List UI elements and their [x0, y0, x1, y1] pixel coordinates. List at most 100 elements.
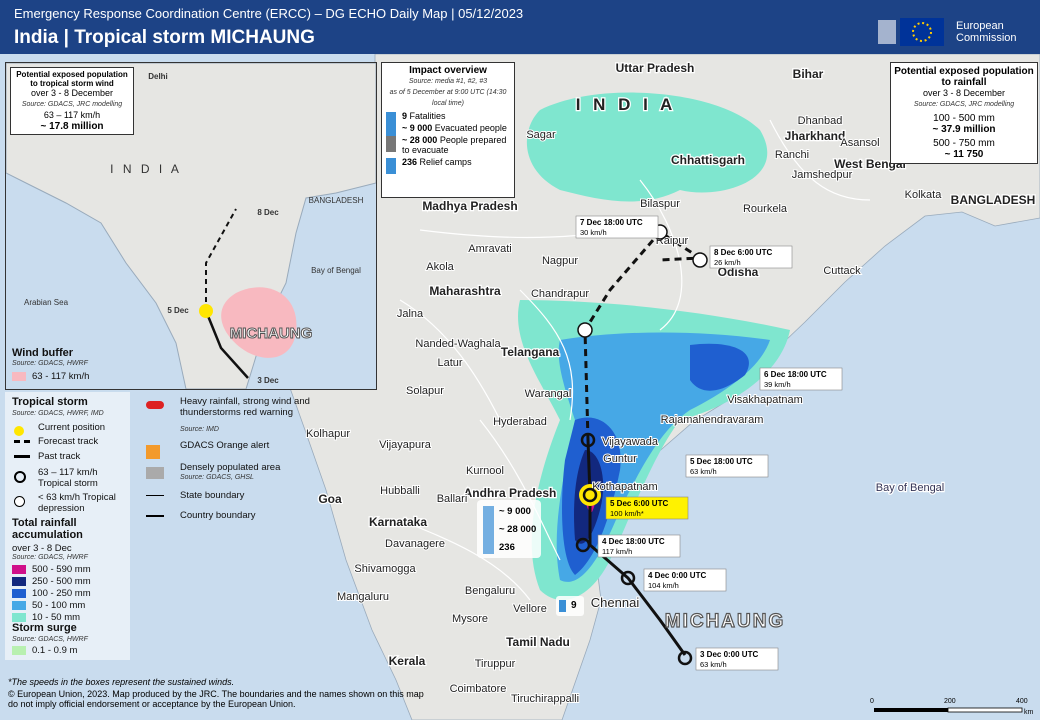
rain-row-range: 100 - 500 mm	[933, 113, 995, 124]
city-label: Shivamogga	[354, 563, 416, 575]
rain-swatch	[12, 577, 26, 586]
region-label: Madhya Pradesh	[422, 199, 517, 213]
rain-box: Potential exposed population to rainfall…	[890, 62, 1038, 164]
footer-credit: © European Union, 2023. Map produced by …	[8, 689, 424, 709]
rain-class: 50 - 100 mm	[32, 600, 86, 611]
city-label: Jalna	[397, 308, 424, 320]
impact-icon	[386, 136, 396, 152]
impact-value: ~ 28 000	[402, 135, 438, 145]
andhra-camps: 236	[499, 542, 515, 553]
inset-land	[6, 63, 376, 389]
region-label: Chhattisgarh	[671, 153, 745, 167]
track-label-speed: 26 km/h	[714, 258, 741, 267]
inset-label: Bay of Bengal	[311, 266, 361, 275]
storm-legend-item: 63 – 117 km/h Tropical storm	[38, 467, 98, 489]
city-label: Solapur	[406, 385, 444, 397]
storm-legend-source: Source: GDACS, HWRF, IMD	[12, 410, 104, 417]
city-label: Hyderabad	[493, 416, 547, 428]
city-label: Tiruppur	[475, 658, 516, 670]
track-label-box	[695, 647, 779, 671]
city-label: Kurnool	[466, 465, 504, 477]
rain-swatch	[12, 613, 26, 622]
other-legend-symbol	[146, 467, 164, 479]
wind-box-value: ~ 17.8 million	[40, 121, 104, 132]
city-label: Mangaluru	[337, 591, 389, 603]
track-label-time: 6 Dec 18:00 UTC	[764, 370, 827, 379]
other-legend-symbol	[146, 515, 164, 517]
city-label: Davanagere	[385, 538, 445, 550]
region-label: Uttar Pradesh	[616, 61, 695, 75]
track-label-speed: 117 km/h	[602, 547, 632, 556]
rain-box-title: Potential exposed population to rainfall	[894, 66, 1034, 88]
scale-label: 200	[944, 698, 956, 705]
impact-label: Relief camps	[419, 157, 472, 167]
andhra-impact-box: ~ 9 000 ~ 28 000 236	[477, 500, 541, 558]
track-label-time: 8 Dec 6:00 UTC	[714, 248, 772, 257]
region-label: Jharkhand	[785, 129, 846, 143]
other-legend-symbol	[146, 495, 164, 496]
track-label-speed: 30 km/h	[580, 228, 607, 237]
header-title: India | Tropical storm MICHAUNG	[14, 27, 315, 48]
inset-label: I N D I A	[110, 162, 182, 176]
wind-box-range: 63 – 117 km/h	[43, 110, 101, 120]
region-label: Tamil Nadu	[506, 635, 570, 649]
region-label: I N D I A	[576, 95, 677, 114]
storm-name: MICHAUNG	[665, 611, 786, 632]
impact-value: 9	[402, 111, 408, 121]
rain-rows: 100 - 500 mm ~ 37.9 million 500 - 750 mm ~ …	[893, 113, 1035, 160]
andhra-prepared: ~ 28 000	[499, 524, 537, 535]
wind-legend-source: Source: GDACS, HWRF	[12, 360, 88, 367]
region-label: Goa	[318, 492, 342, 506]
city-label: Kothapatnam	[592, 481, 657, 493]
city-label: Asansol	[840, 137, 879, 149]
city-label: Chandrapur	[531, 288, 589, 300]
storm-legend-item: Current position	[38, 422, 106, 433]
other-legend-symbol	[146, 445, 160, 459]
track-label-box	[575, 215, 659, 239]
wind-box-period: over 3 - 8 December	[30, 88, 114, 98]
city-label: Latur	[437, 357, 462, 369]
city-label: Kolhapur	[306, 428, 350, 440]
region-label: Telangana	[501, 345, 560, 359]
track-point	[577, 322, 593, 338]
city-label: Rourkela	[743, 203, 788, 215]
city-label: Rajamahendravaram	[661, 414, 764, 426]
city-label: Dhanbad	[798, 115, 843, 127]
city-label: Warangal	[525, 388, 572, 400]
city-label: Bilaspur	[640, 198, 680, 210]
other-legend-item: Country boundary	[180, 510, 256, 521]
populated-source: Source: GDACS, GHSL	[180, 474, 254, 481]
impact-icon	[386, 124, 396, 140]
wind-box-title: Potential exposed population to tropical…	[16, 70, 128, 88]
storm-legend-symbol	[14, 471, 26, 483]
impact-box: Impact overview Source: media #1, #2, #3…	[381, 62, 515, 198]
city-label: Mysore	[452, 613, 488, 625]
storm-legend-title: Tropical storm	[12, 396, 88, 408]
track-label-box	[759, 367, 843, 391]
track-point	[580, 432, 596, 448]
wind-legend-title: Wind buffer	[12, 347, 73, 359]
current-position	[579, 484, 601, 506]
city-label: Nanded-Waghala	[415, 338, 501, 350]
track-label-time: 7 Dec 18:00 UTC	[580, 218, 643, 227]
logo-text: European Commission	[956, 20, 1017, 44]
city-label: Akola	[426, 261, 454, 273]
rain-legend-period: over 3 - 8 Dec	[12, 543, 72, 554]
rain-class: 10 - 50 mm	[32, 612, 81, 623]
city-label: Vellore	[513, 603, 547, 615]
impact-label: Evacuated people	[434, 123, 507, 133]
wind-buffer	[221, 287, 297, 358]
impact-item: ~ 9 000 Evacuated people	[384, 123, 512, 140]
rain-box-period: over 3 - 8 December	[922, 88, 1006, 98]
city-label: Guntur	[603, 453, 637, 465]
city-label: Coimbatore	[450, 683, 507, 695]
city-label: Cuttack	[823, 265, 861, 277]
region-label: Bihar	[793, 67, 824, 81]
warning-source: Source: IMD	[180, 426, 219, 433]
other-legend-item: State boundary	[180, 490, 245, 501]
track-label-speed: 63 km/h	[700, 660, 727, 669]
region-label: Kerala	[389, 654, 426, 668]
impact-item: ~ 28 000 People prepared to evacuate	[384, 135, 512, 155]
scale-label: 400	[1016, 698, 1028, 705]
